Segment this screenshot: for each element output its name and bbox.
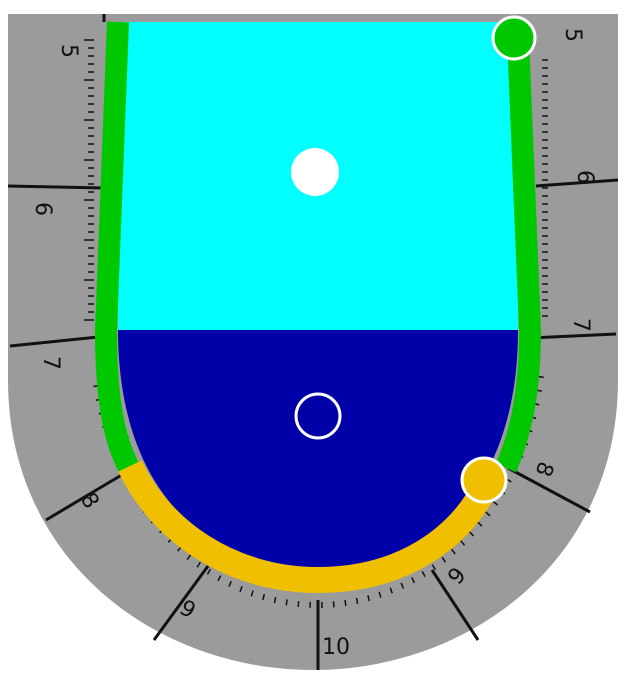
label-top-left: 5 <box>56 44 81 58</box>
label-bottom-center: 10 <box>322 635 350 660</box>
tick-bottom <box>431 564 437 571</box>
tick-bottom <box>297 600 300 608</box>
tick-bottom <box>468 531 475 537</box>
yellow-arc <box>118 460 500 594</box>
tick-bottom <box>285 599 288 606</box>
tick-bottom <box>460 540 466 546</box>
tick-bottom <box>250 590 254 597</box>
green-handle[interactable] <box>491 15 537 61</box>
tick-bottom <box>239 585 243 593</box>
tick-bottom <box>186 554 192 560</box>
tick-bottom <box>344 599 347 607</box>
green-arc <box>94 21 542 476</box>
divider-left-6 <box>7 184 105 190</box>
tick-bottom <box>389 587 393 594</box>
tick-bottom <box>477 521 483 527</box>
label-right-upper: 6 <box>572 170 597 184</box>
dark-marker <box>294 392 342 440</box>
tick-bottom <box>228 580 232 587</box>
tick-bottom <box>206 568 212 575</box>
divider-left-7 <box>9 334 109 348</box>
label-left-upper: 6 <box>30 202 55 216</box>
divider-right-6 <box>535 178 619 188</box>
label-left-middle: 7 <box>38 356 63 370</box>
label-right-middle: 7 <box>568 318 593 332</box>
tick-bottom <box>196 561 201 568</box>
tick-bottom <box>441 556 447 563</box>
tick-bottom <box>492 500 499 506</box>
tick-bottom <box>485 511 491 517</box>
tick-bottom <box>451 548 456 555</box>
scale-dividers <box>7 14 619 670</box>
label-top-right: 5 <box>560 28 585 42</box>
tick-bottom <box>262 594 266 601</box>
tick-bottom <box>367 595 371 602</box>
tick-bottom <box>421 570 426 577</box>
divider-right-8 <box>507 466 591 514</box>
divider-left-8 <box>45 468 131 522</box>
divider-left-9 <box>152 565 210 641</box>
divider-right-7 <box>529 332 617 340</box>
tick-bottom <box>217 575 222 582</box>
yellow-handle[interactable] <box>460 456 508 504</box>
bowl-lower-dark <box>118 330 518 568</box>
tick-bottom <box>355 597 359 605</box>
tick-bottom <box>378 591 382 598</box>
divider-right-9 <box>430 569 480 641</box>
tick-bottom <box>411 577 416 584</box>
light-marker <box>291 148 339 196</box>
tick-bottom <box>400 582 405 589</box>
tick-bottom <box>273 597 277 604</box>
